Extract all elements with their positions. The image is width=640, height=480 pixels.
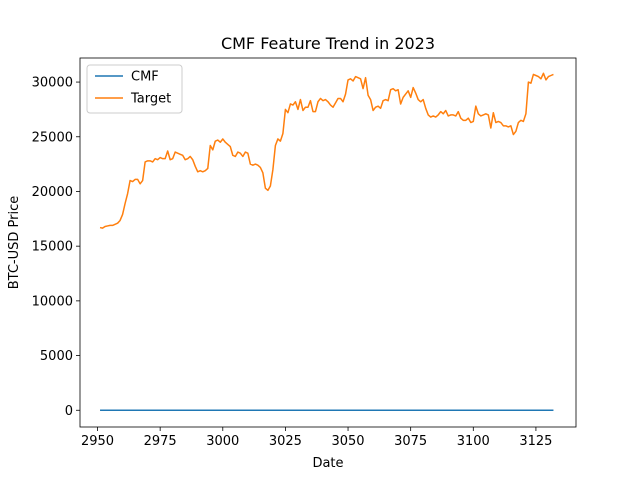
legend-label-cmf: CMF <box>131 70 159 85</box>
y-tick-label: 0 <box>65 404 73 419</box>
x-tick-label: 3050 <box>331 434 364 449</box>
legend-label-target: Target <box>130 92 171 107</box>
x-tick-label: 3000 <box>206 434 239 449</box>
y-tick-label: 25000 <box>32 130 73 145</box>
y-tick-label: 20000 <box>32 185 73 200</box>
plot-frame <box>79 57 577 428</box>
legend: CMF Target <box>86 64 183 114</box>
y-tick-label: 15000 <box>32 240 73 255</box>
x-tick-label: 3075 <box>394 434 427 449</box>
series-layer <box>99 72 554 412</box>
y-axis: 0 5000 10000 15000 20000 25000 30000 <box>32 76 80 419</box>
y-tick-label: 5000 <box>40 349 73 364</box>
x-tick-label: 2975 <box>144 434 177 449</box>
y-tick-label: 10000 <box>32 294 73 309</box>
x-tick-label: 3100 <box>457 434 490 449</box>
x-tick-label: 3025 <box>269 434 302 449</box>
chart-title: CMF Feature Trend in 2023 <box>221 34 435 53</box>
y-tick-label: 30000 <box>32 76 73 91</box>
x-tick-label: 2950 <box>81 434 114 449</box>
x-axis-title: Date <box>312 456 343 471</box>
x-tick-label: 3125 <box>519 434 552 449</box>
legend-box <box>86 64 183 114</box>
series-line-target <box>99 72 554 229</box>
x-axis: 2950 2975 3000 3025 3050 3075 3100 3125 <box>81 427 552 449</box>
y-axis-title: BTC-USD Price <box>7 196 22 290</box>
